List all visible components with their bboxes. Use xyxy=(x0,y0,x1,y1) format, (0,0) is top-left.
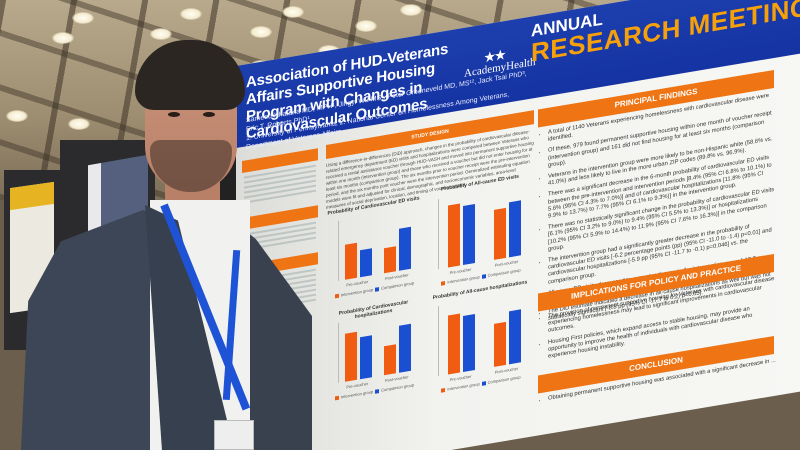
bar-area xyxy=(438,183,530,270)
bar-area xyxy=(338,207,417,281)
bar xyxy=(493,207,506,260)
bar xyxy=(399,226,411,271)
chart-allcause-ed: Probability of All-cause ED visits Pre-v… xyxy=(426,171,534,289)
bar xyxy=(384,246,396,274)
research-poster: Association of HUD-Veterans Affairs Supp… xyxy=(236,0,800,450)
bar xyxy=(360,248,372,278)
background-poster-blue xyxy=(88,154,148,251)
bar xyxy=(345,242,357,280)
bar xyxy=(463,313,476,372)
bar xyxy=(493,321,506,367)
meeting-title: ANNUAL RESEARCH MEETING xyxy=(531,0,800,68)
bar xyxy=(360,335,372,380)
chart-cardio-ed: Probability of Cardiovascular ED visits … xyxy=(326,195,421,301)
bar xyxy=(448,203,461,268)
background-poster-yellow xyxy=(10,181,54,314)
chart-allcause-hosp: Probability of All-cause hospitalization… xyxy=(426,278,534,396)
bar xyxy=(384,344,396,376)
bar-area xyxy=(438,290,530,377)
bar xyxy=(508,200,521,258)
bar xyxy=(345,331,357,382)
bar-area xyxy=(338,309,417,383)
bar xyxy=(508,309,521,365)
left-column xyxy=(242,148,318,316)
bar xyxy=(399,323,411,373)
chart-cardio-hosp: Probability of Cardiovascular hospitaliz… xyxy=(326,297,421,403)
bar xyxy=(463,204,476,265)
bar xyxy=(448,313,461,375)
